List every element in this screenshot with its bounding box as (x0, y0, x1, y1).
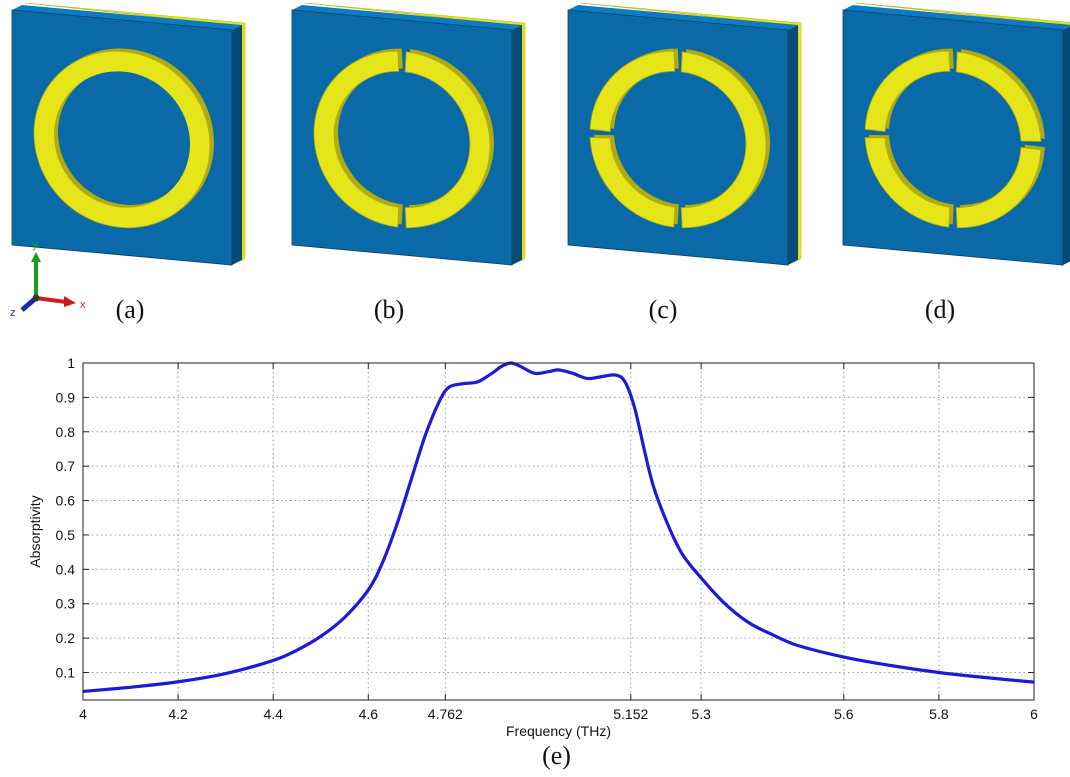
structure-panel-3 (567, 2, 802, 266)
structure-illustrations: (a) (b) (c) (d) y x z (10, 2, 1070, 324)
resonator-ring (864, 48, 1045, 229)
axis-z-letter: z (10, 307, 16, 319)
y-tick-label: 0.4 (56, 561, 76, 577)
structure-panel-2 (291, 2, 526, 266)
structure-panel-4 (842, 2, 1070, 266)
axis-triad: y x z (10, 239, 86, 319)
ring-segment (955, 51, 1042, 142)
panel-label-a: (a) (116, 295, 145, 324)
axis-origin (32, 294, 40, 302)
x-tick-label: 6 (1030, 706, 1038, 722)
panel-label-c: (c) (649, 295, 678, 324)
panel-label-e: (e) (542, 741, 571, 770)
x-axis-label: Frequency (THz) (506, 723, 611, 739)
y-tick-label: 0.5 (56, 527, 76, 543)
x-tick-label: 4.4 (263, 706, 283, 722)
axis-x-arrow (35, 296, 67, 304)
y-tick-label: 0.9 (56, 389, 76, 405)
axis-y-letter: y (32, 239, 38, 251)
ring-outline (33, 50, 211, 229)
resonator-ring (33, 48, 214, 229)
axis-x-head (64, 296, 76, 307)
panel-label-d: (d) (925, 295, 955, 324)
substrate-top (843, 5, 1070, 30)
x-tick-label: 4.2 (168, 706, 188, 722)
ticks: 4 4.2 4.4 4.6 4.762 5.152 5.3 5.6 5.8 6 0.1 0.2 0.3 0… (56, 355, 1039, 722)
ring-segment (955, 147, 1042, 229)
ring-segment-edge (594, 134, 679, 225)
grid (83, 363, 1034, 700)
ring-segment-edge (869, 134, 954, 225)
y-tick-label: 1 (67, 355, 75, 371)
ring-segment (864, 50, 951, 132)
plot-frame (82, 362, 1035, 701)
x-tick-label: 5.3 (691, 706, 711, 722)
substrate-side (232, 25, 242, 265)
substrate-top (568, 5, 798, 30)
x-tick-label: 5.6 (834, 706, 854, 722)
resonator-ring (313, 48, 494, 229)
x-tick-label: 4 (79, 706, 87, 722)
x-tick-label: 4.6 (359, 706, 379, 722)
substrate-side (1063, 26, 1070, 265)
substrate-top (12, 5, 242, 30)
ring-face (34, 51, 210, 228)
y-tick-label: 0.2 (56, 630, 76, 646)
curve-layer (82, 361, 1035, 693)
substrate-top (292, 5, 522, 30)
panel-label-b: (b) (374, 295, 404, 324)
axis-x-letter: x (80, 299, 86, 311)
absorptivity-chart: 4 4.2 4.4 4.6 4.762 5.152 5.3 5.6 5.8 6 0.1 0.2 0.3 0… (27, 355, 1039, 770)
y-tick-label: 0.8 (56, 424, 76, 440)
structure-panel-1 (11, 2, 246, 266)
ring-segment (589, 137, 676, 228)
x-tick-label: 4.762 (428, 706, 463, 722)
ring-segment (404, 51, 491, 229)
substrate-side (788, 25, 798, 265)
y-tick-label: 0.7 (56, 458, 76, 474)
x-tick-label: 5.152 (613, 706, 648, 722)
y-tick-label: 0.3 (56, 596, 76, 612)
substrate-side (512, 25, 522, 265)
ring-segment (313, 50, 400, 228)
resonator-ring (589, 48, 770, 229)
x-tick-label: 5.8 (929, 706, 949, 722)
ring-segment (589, 50, 676, 132)
ring-segment (864, 137, 951, 228)
absorptivity-curve (82, 361, 1035, 693)
y-axis-label: Absorptivity (27, 495, 43, 567)
y-tick-label: 0.1 (56, 664, 76, 680)
y-tick-label: 0.6 (56, 493, 76, 509)
ring-segment (680, 51, 767, 229)
axis-y-head (31, 252, 41, 262)
